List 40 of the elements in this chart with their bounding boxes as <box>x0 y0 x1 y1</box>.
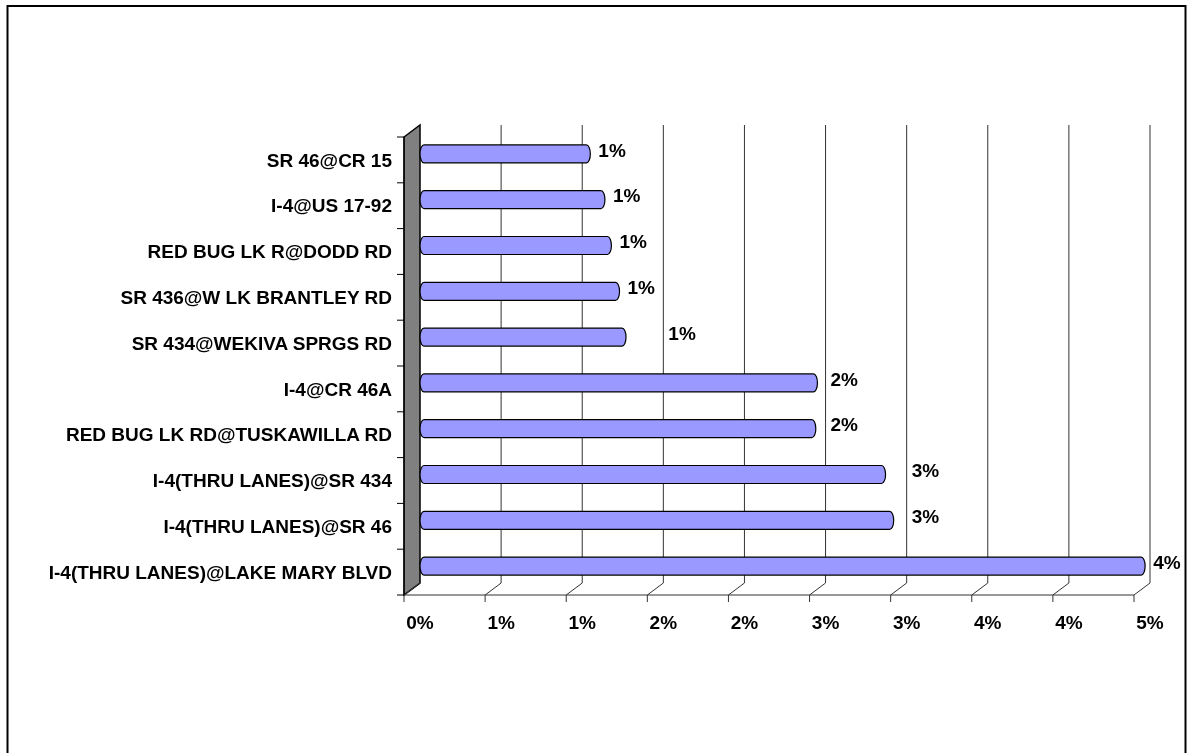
y-tick-label: SR 46@CR 15 <box>266 149 393 171</box>
data-label: 1% <box>627 276 656 298</box>
x-tick-label: 2% <box>730 612 759 633</box>
bar <box>419 556 1146 576</box>
x-tick-label: 3% <box>811 612 840 633</box>
x-tick-label: 1% <box>487 612 515 633</box>
bar <box>419 464 887 485</box>
bar <box>419 190 606 210</box>
data-label: 3% <box>911 505 940 527</box>
x-tick-label: 1% <box>568 612 597 633</box>
y-tick-label: SR 436@W LK BRANTLEY RD <box>120 286 392 308</box>
data-label: 3% <box>911 460 940 482</box>
y-tick-label: I-4(THRU LANES)@SR 434 <box>152 470 393 492</box>
data-label: 1% <box>598 139 626 161</box>
x-tick-label: 5% <box>1136 612 1164 633</box>
y-tick-label: I-4@US 17-92 <box>271 195 392 217</box>
y-tick-label: I-4(THRU LANES)@SR 46 <box>163 515 392 537</box>
data-label: 1% <box>668 322 696 344</box>
x-tick-label: 3% <box>892 612 921 633</box>
x-tick-label: 2% <box>649 612 678 633</box>
bar <box>419 510 895 530</box>
bar <box>419 281 621 301</box>
data-label: 1% <box>612 185 641 207</box>
bar <box>419 235 613 256</box>
bar <box>419 373 819 393</box>
bar <box>419 327 627 347</box>
data-label: 2% <box>830 368 859 390</box>
x-tick-label: 0% <box>406 612 434 633</box>
data-label: 1% <box>619 231 647 253</box>
y-tick-label: RED BUG LK R@DODD RD <box>147 241 392 263</box>
y-tick-label: I-4@CR 46A <box>283 378 393 400</box>
bar <box>419 144 591 164</box>
y-tick-label: RED BUG LK RD@TUSKAWILLA RD <box>65 424 392 446</box>
data-label: 2% <box>830 414 859 436</box>
y-tick-label: SR 434@WEKIVA SPRGS RD <box>131 332 392 354</box>
x-tick-label: 4% <box>1055 612 1083 633</box>
data-label: 4% <box>1153 551 1181 573</box>
x-tick-label: 4% <box>974 612 1002 633</box>
bar <box>419 419 817 439</box>
y-tick-label: I-4(THRU LANES)@LAKE MARY BLVD <box>48 561 392 583</box>
